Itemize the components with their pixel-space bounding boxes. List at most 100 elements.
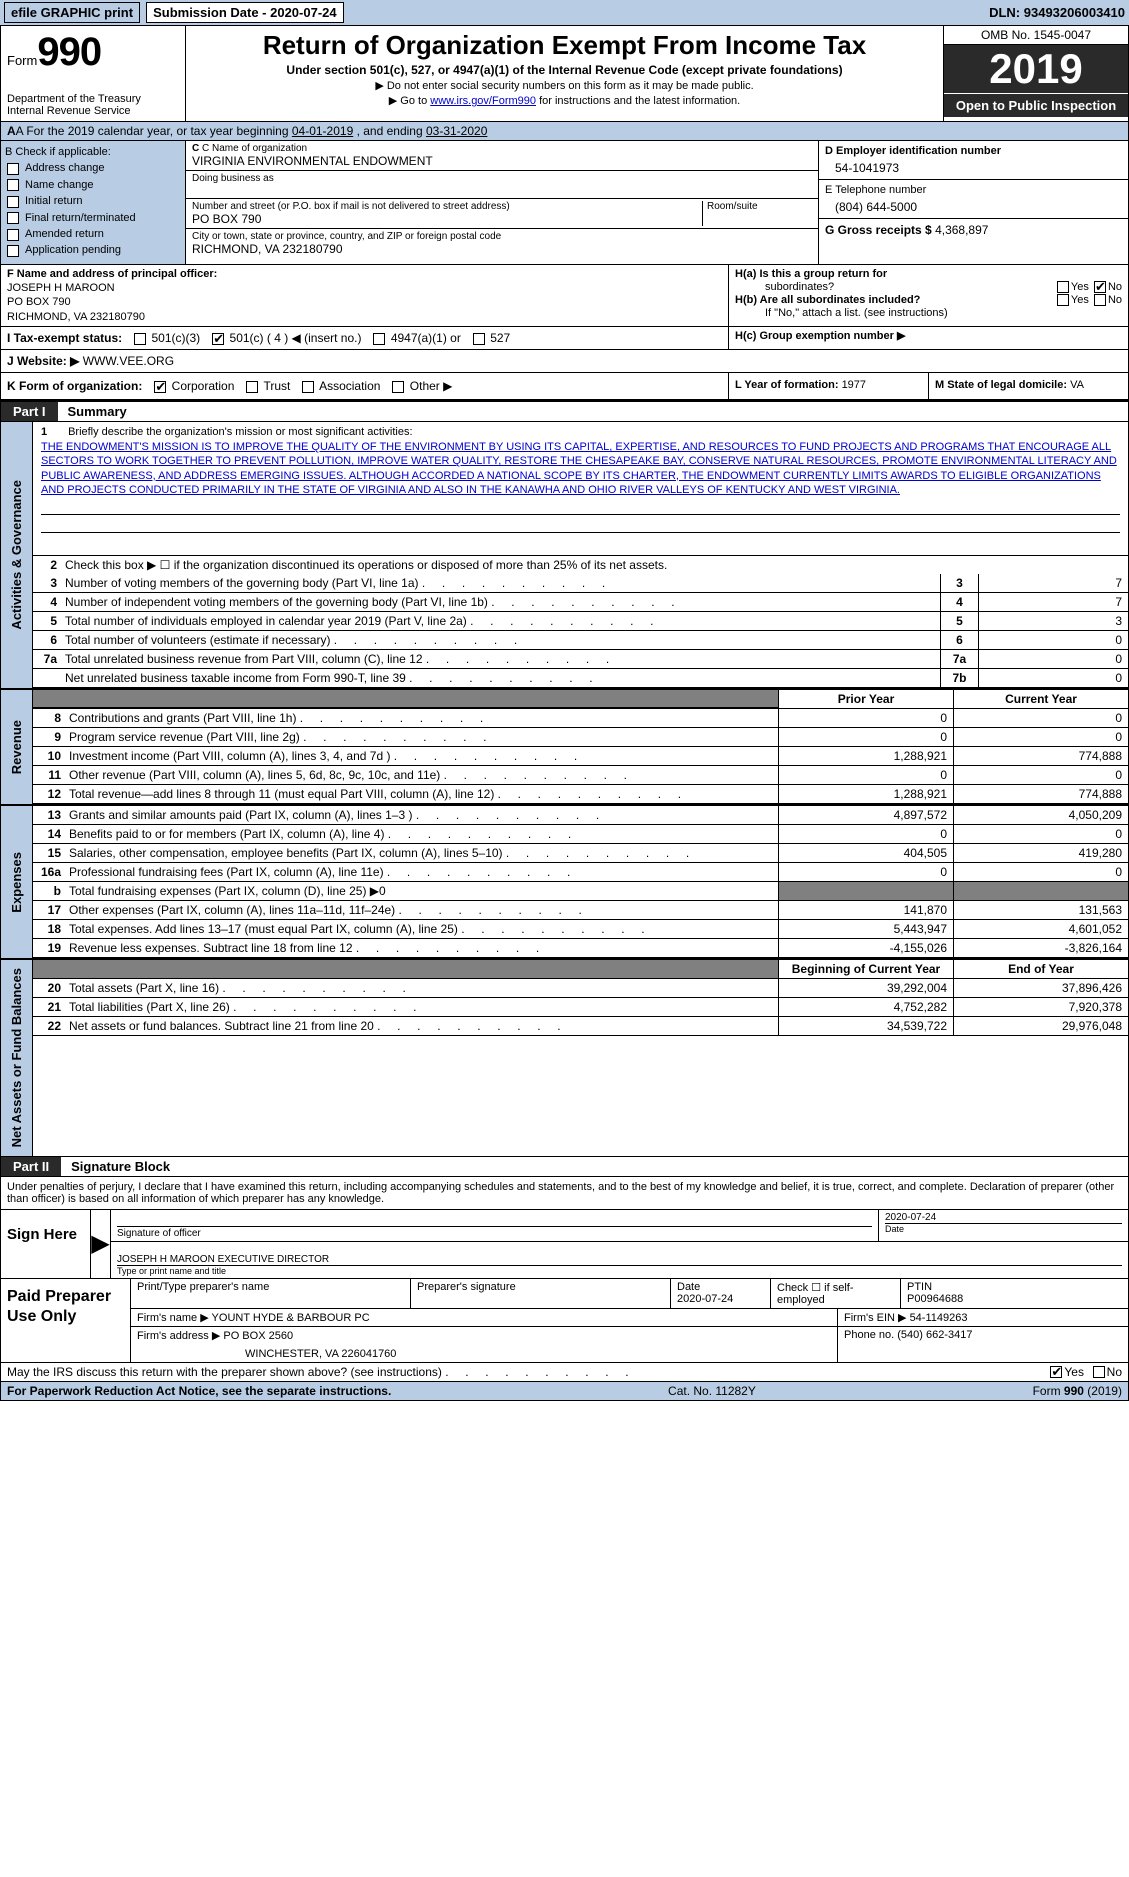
dba-cell: Doing business as [186,171,818,199]
activities-governance-section: Activities & Governance 1 Briefly descri… [1,422,1128,688]
form-990-container: Form 990 Department of the Treasury Inte… [0,25,1129,1401]
fin-line-11: 11Other revenue (Part VIII, column (A), … [33,766,1128,785]
sign-here-label: Sign Here [1,1210,91,1278]
chk-trust[interactable] [246,381,258,393]
vtab-revenue: Revenue [1,690,33,804]
chk-name-change[interactable]: Name change [5,178,181,193]
vtab-net-assets: Net Assets or Fund Balances [1,960,33,1155]
top-bar: efile GRAPHIC print Submission Date - 20… [0,0,1129,25]
org-name: VIRGINIA ENVIRONMENTAL ENDOWMENT [192,154,812,168]
gov-line-4: 4Number of independent voting members of… [33,593,1128,612]
row-k-form-org: K Form of organization: Corporation Trus… [1,373,1128,401]
ha-yes[interactable] [1057,281,1069,293]
form-title: Return of Organization Exempt From Incom… [190,30,939,61]
footer-row: For Paperwork Reduction Act Notice, see … [1,1381,1128,1400]
chk-address-change[interactable]: Address change [5,161,181,176]
fin-line-18: 18Total expenses. Add lines 13–17 (must … [33,920,1128,939]
revenue-section: Revenue Prior Year Current Year 8Contrib… [1,688,1128,804]
ein-cell: D Employer identification number 54-1041… [819,141,1128,180]
year-formation: L Year of formation: 1977 [728,373,928,399]
section-b-c-d: B Check if applicable: Address change Na… [1,141,1128,265]
fin-line-16a: 16aProfessional fundraising fees (Part I… [33,863,1128,882]
gov-line-5: 5Total number of individuals employed in… [33,612,1128,631]
col-f-officer: F Name and address of principal officer:… [1,265,728,326]
chk-corporation[interactable] [154,381,166,393]
chk-other[interactable] [392,381,404,393]
city-state-zip: RICHMOND, VA 232180790 [192,242,812,256]
header-row: Form 990 Department of the Treasury Inte… [1,26,1128,122]
fin-line-b: bTotal fundraising expenses (Part IX, co… [33,882,1128,901]
sig-date: 2020-07-24 [885,1212,1122,1223]
officer-name-line: JOSEPH H MAROON EXECUTIVE DIRECTOR Type … [111,1242,1128,1278]
net-assets-section: Net Assets or Fund Balances Beginning of… [1,958,1128,1155]
header-title-block: Return of Organization Exempt From Incom… [186,26,943,121]
signature-intro: Under penalties of perjury, I declare th… [1,1177,1128,1210]
gross-receipts: 4,368,897 [935,223,988,237]
discuss-row: May the IRS discuss this return with the… [1,1362,1128,1381]
chk-application-pending[interactable]: Application pending [5,243,181,258]
discuss-yes[interactable] [1050,1366,1062,1378]
fin-line-20: 20Total assets (Part X, line 16)39,292,0… [33,979,1128,998]
fin-header-revenue: Prior Year Current Year [33,690,1128,709]
ein-value: 54-1041973 [825,161,1122,175]
firm-address-row: Firm's address ▶ PO BOX 2560 WINCHESTER,… [131,1327,1128,1362]
street-cell: Number and street (or P.O. box if mail i… [186,199,818,229]
website-note: ▶ Go to www.irs.gov/Form990 for instruct… [190,94,939,107]
line-2: 2 Check this box ▶ ☐ if the organization… [33,556,1128,574]
part-i-header: Part I Summary [1,401,1128,422]
firm-name: YOUNT HYDE & BARBOUR PC [212,1312,370,1324]
sign-here-block: Sign Here ▶ Signature of officer 2020-07… [1,1210,1128,1278]
header-left: Form 990 Department of the Treasury Inte… [1,26,186,121]
col-h-group: H(a) Is this a group return for subordin… [728,265,1128,326]
chk-initial-return[interactable]: Initial return [5,194,181,209]
form-subtitle: Under section 501(c), 527, or 4947(a)(1)… [190,63,939,77]
gov-line-7a: 7aTotal unrelated business revenue from … [33,650,1128,669]
gross-receipts-cell: G Gross receipts $ 4,368,897 [819,219,1128,241]
sign-arrow-icon: ▶ [91,1210,111,1278]
firm-ein: 54-1149263 [910,1312,968,1324]
fin-line-17: 17Other expenses (Part IX, column (A), l… [33,901,1128,920]
fin-header-na: Beginning of Current Year End of Year [33,960,1128,979]
hb-yes[interactable] [1057,294,1069,306]
chk-4947[interactable] [373,333,385,345]
street-address: PO BOX 790 [192,212,702,226]
vtab-activities: Activities & Governance [1,422,33,688]
chk-501c3[interactable] [134,333,146,345]
preparer-header-row: Print/Type preparer's name Preparer's si… [131,1279,1128,1309]
chk-final-return[interactable]: Final return/terminated [5,211,181,226]
vtab-expenses: Expenses [1,806,33,958]
col-b-checkboxes: B Check if applicable: Address change Na… [1,141,186,264]
fin-line-10: 10Investment income (Part VIII, column (… [33,747,1128,766]
city-cell: City or town, state or province, country… [186,229,818,258]
signature-line: Signature of officer 2020-07-24 Date [111,1210,1128,1242]
chk-amended-return[interactable]: Amended return [5,227,181,242]
paperwork-notice: For Paperwork Reduction Act Notice, see … [7,1384,391,1398]
ha-no[interactable] [1094,281,1106,293]
discuss-no[interactable] [1093,1366,1105,1378]
mission-row: 1 Briefly describe the organization's mi… [33,422,1128,556]
irs-label: Internal Revenue Service [7,105,179,117]
fin-line-15: 15Salaries, other compensation, employee… [33,844,1128,863]
paid-preparer-block: Paid Preparer Use Only Print/Type prepar… [1,1278,1128,1362]
tax-year: 2019 [944,45,1128,93]
firm-phone: (540) 662-3417 [897,1329,972,1341]
row-j-website: J Website: ▶ WWW.VEE.ORG [1,350,1128,373]
chk-527[interactable] [473,333,485,345]
hb-no[interactable] [1094,294,1106,306]
website-value: WWW.VEE.ORG [79,354,174,368]
row-f-h: F Name and address of principal officer:… [1,265,1128,327]
row-a-tax-year: AA For the 2019 calendar year, or tax ye… [1,122,1128,141]
chk-501c[interactable] [212,333,224,345]
chk-association[interactable] [302,381,314,393]
officer-name-title: JOSEPH H MAROON EXECUTIVE DIRECTOR [117,1254,1122,1265]
col-d-e-g: D Employer identification number 54-1041… [818,141,1128,264]
form-ref: Form 990 (2019) [1033,1384,1122,1398]
gov-line-7b: Net unrelated business taxable income fr… [33,669,1128,688]
fin-line-22: 22Net assets or fund balances. Subtract … [33,1017,1128,1036]
submission-date-box: Submission Date - 2020-07-24 [146,2,344,23]
fin-line-19: 19Revenue less expenses. Subtract line 1… [33,939,1128,958]
irs-link[interactable]: www.irs.gov/Form990 [430,95,536,107]
cat-number: Cat. No. 11282Y [668,1384,756,1398]
part-ii-header: Part II Signature Block [1,1156,1128,1177]
col-c-org-info: C C Name of organization VIRGINIA ENVIRO… [186,141,818,264]
